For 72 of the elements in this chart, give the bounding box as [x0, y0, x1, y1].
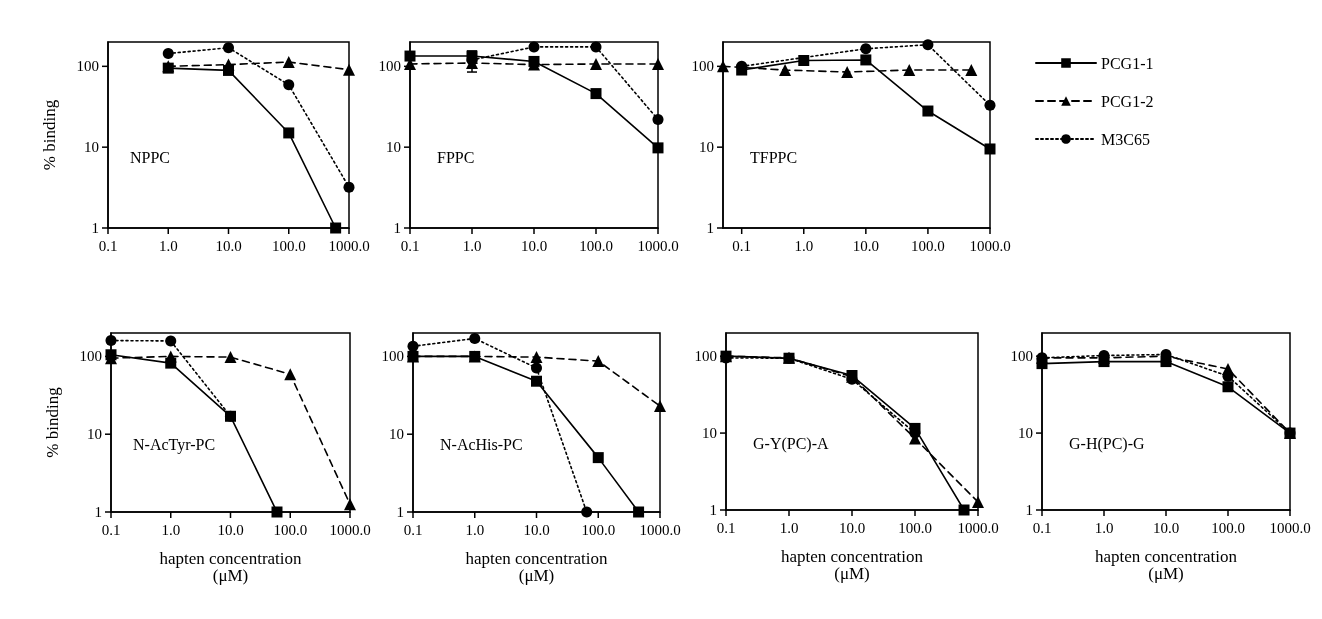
y-tick-label: 10: [389, 426, 404, 443]
y-axis-title: % binding: [40, 99, 59, 171]
x-tick-label: 10.0: [838, 519, 866, 536]
y-tick-label: 100: [378, 58, 401, 75]
x-tick-label: 100.0: [579, 237, 613, 254]
x-tick-label: 100.0: [898, 519, 932, 536]
y-tick-label: 10: [84, 139, 99, 156]
x-tick-label: 10.0: [215, 237, 242, 254]
y-tick-label: 10: [702, 425, 717, 442]
x-tick-label: 1.0: [794, 237, 814, 254]
x-tick-label: 10.0: [520, 237, 548, 254]
y-tick-label: 100: [694, 348, 717, 365]
y-tick-label: 1: [393, 220, 401, 236]
x-axis-title: hapten concentration (μM): [159, 549, 303, 585]
y-tick-label: 10: [699, 139, 714, 156]
x-axis-title: hapten concentration (μM): [465, 549, 609, 585]
x-tick-label: 100.0: [1211, 519, 1245, 536]
x-tick-label: 10.0: [1152, 519, 1180, 536]
x-tick-label: 1000.0: [969, 237, 1011, 254]
x-tick-label: 1000.0: [329, 521, 371, 538]
y-tick-label: 100: [76, 58, 99, 75]
x-tick-label: 1000.0: [1269, 519, 1311, 536]
y-axis-title: % binding: [43, 386, 62, 458]
x-tick-label: 1.0: [462, 237, 482, 254]
x-tick-label: 1000.0: [639, 521, 681, 538]
x-axis-title: hapten concentration (μM): [1094, 547, 1238, 583]
legend-label: PCG1-2: [1101, 92, 1154, 110]
y-tick-label: 1: [706, 220, 714, 236]
y-tick-label: 100: [79, 348, 102, 365]
y-tick-label: 10: [87, 426, 102, 443]
x-tick-label: 0.1: [1032, 519, 1052, 536]
text: N-AcHis-PC: [440, 435, 523, 453]
x-tick-label: 1000.0: [637, 237, 679, 254]
x-tick-label: 10.0: [217, 521, 244, 538]
x-tick-label: 1.0: [161, 521, 181, 538]
x-tick-label: 100.0: [581, 521, 616, 538]
x-tick-label: 0.1: [716, 519, 736, 536]
y-tick-label: 1: [94, 504, 102, 520]
y-tick-label: 1: [91, 220, 99, 236]
x-tick-label: 1000.0: [328, 237, 370, 254]
y-tick-label: 1: [709, 502, 717, 518]
y-tick-label: 1: [1025, 502, 1033, 518]
x-tick-label: 100.0: [273, 521, 308, 538]
text: G-H(PC)-G: [1069, 434, 1145, 453]
text: TFPPC: [750, 148, 798, 166]
x-tick-label: 1.0: [158, 237, 178, 254]
text: N-AcTyr-PC: [133, 435, 216, 454]
y-tick-label: 100: [381, 348, 404, 365]
x-tick-label: 1000.0: [957, 519, 999, 536]
x-tick-label: 1.0: [465, 521, 485, 538]
x-tick-label: 0.1: [400, 237, 420, 254]
y-tick-label: 10: [386, 139, 401, 156]
x-tick-label: 0.1: [403, 521, 423, 538]
x-tick-label: 0.1: [101, 521, 121, 538]
x-tick-label: 1.0: [779, 519, 799, 536]
x-axis-title: hapten concentration (μM): [780, 547, 924, 583]
text: FPPC: [437, 148, 475, 166]
x-tick-label: 0.1: [98, 237, 118, 254]
text: NPPC: [130, 148, 171, 166]
y-tick-label: 100: [1010, 348, 1033, 365]
x-tick-label: 10.0: [523, 521, 550, 538]
y-tick-label: 100: [691, 58, 714, 75]
legend-label: M3C65: [1101, 130, 1150, 148]
x-tick-label: 100.0: [911, 237, 945, 254]
y-tick-label: 10: [1018, 425, 1033, 442]
x-tick-label: 0.1: [732, 237, 752, 254]
x-tick-label: 1.0: [1094, 519, 1114, 536]
legend-label: PCG1-1: [1101, 54, 1154, 72]
x-tick-label: 100.0: [271, 237, 306, 254]
text: G-Y(PC)-A: [753, 434, 829, 453]
x-tick-label: 10.0: [852, 237, 879, 254]
y-tick-label: 1: [396, 504, 404, 520]
